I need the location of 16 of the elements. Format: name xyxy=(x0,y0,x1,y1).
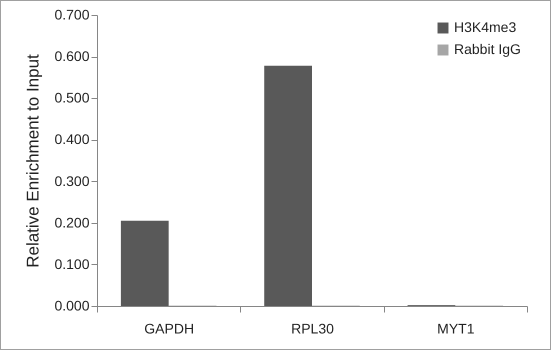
y-tick-label: 0.600 xyxy=(54,48,90,64)
y-tick-label: 0.100 xyxy=(54,256,90,272)
y-tick-label: 0.400 xyxy=(54,131,90,148)
legend-label: Rabbit IgG xyxy=(454,41,521,57)
y-tick-label: 0.700 xyxy=(54,6,90,22)
y-tick-label: 0.000 xyxy=(54,298,90,314)
x-tick-label: MYT1 xyxy=(437,320,475,336)
y-tick-label: 0.500 xyxy=(54,90,90,106)
x-tick-label: RPL30 xyxy=(291,320,334,336)
x-tick-label: GAPDH xyxy=(144,320,194,336)
y-axis-title: Relative Enrichment to Input xyxy=(23,54,42,268)
bar xyxy=(264,66,312,306)
y-tick-label: 0.200 xyxy=(54,214,90,230)
legend-label: H3K4me3 xyxy=(454,19,516,35)
y-tick-label: 0.300 xyxy=(54,172,90,189)
bar xyxy=(120,220,169,306)
